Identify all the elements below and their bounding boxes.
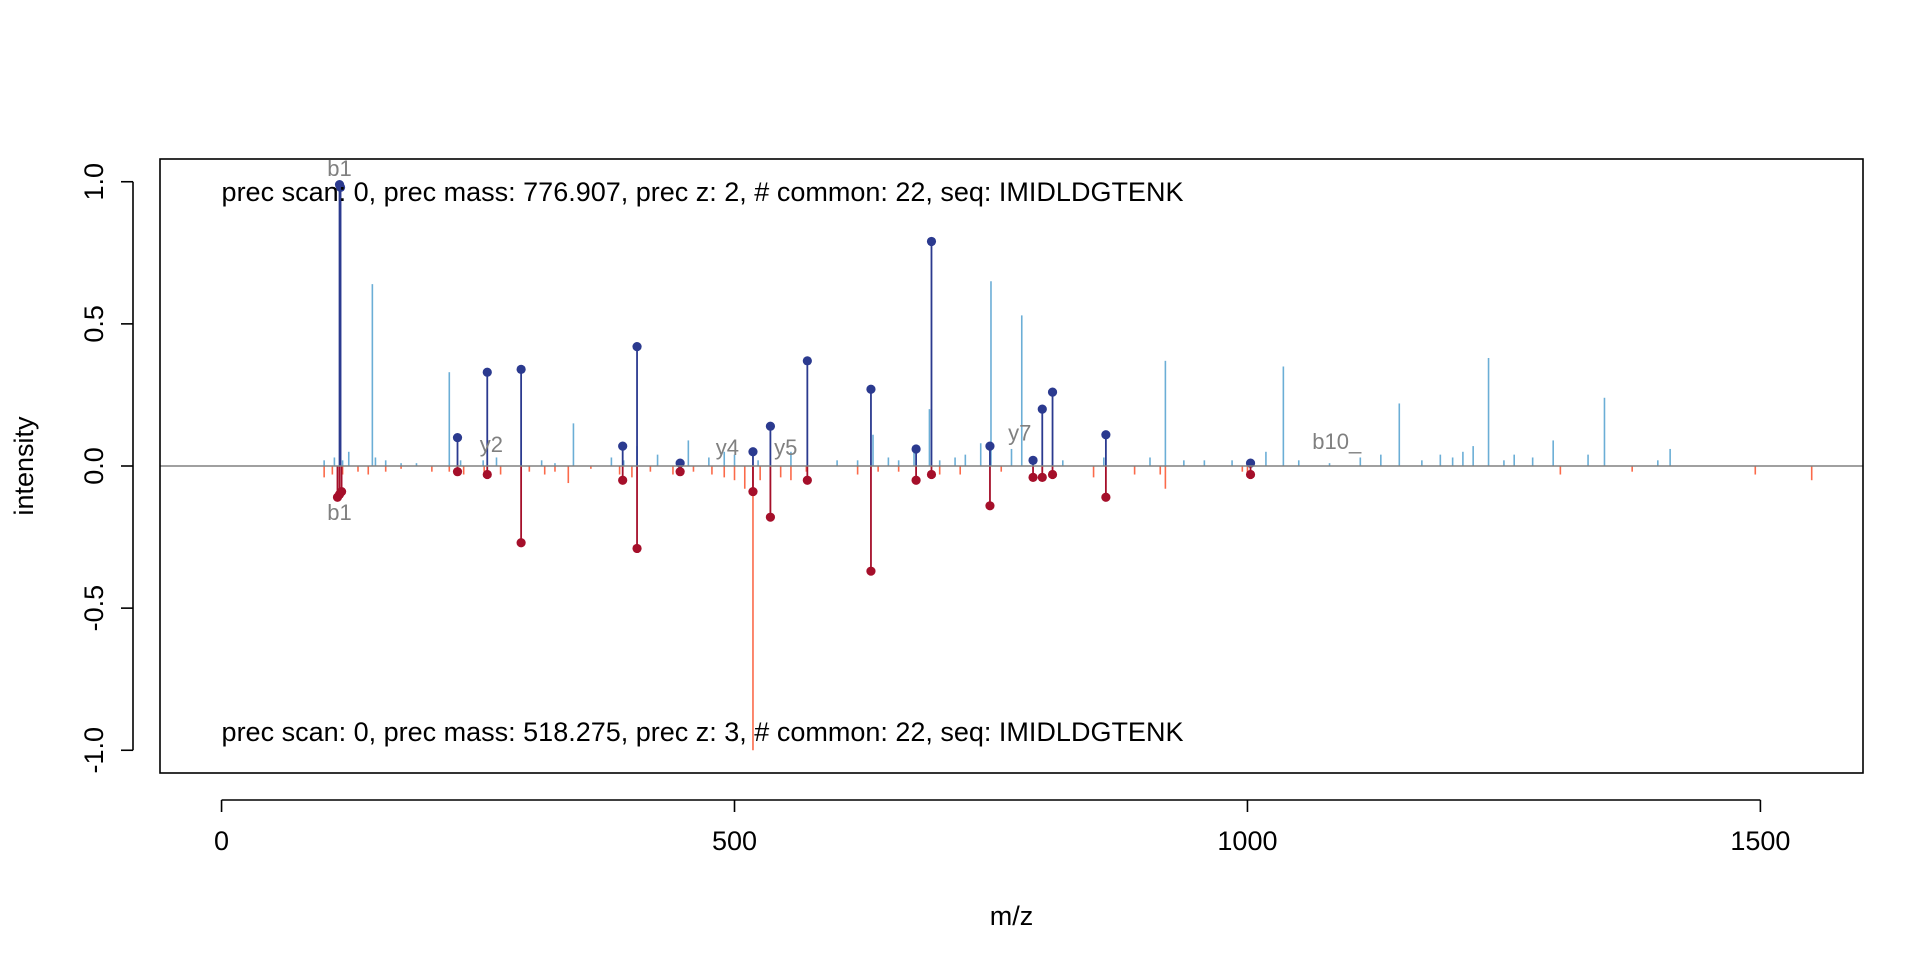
bottom-matched-point: [1245, 469, 1256, 480]
top-matched-point: [802, 356, 812, 366]
ion-label: y4: [716, 435, 739, 460]
peaks-layer: [323, 281, 1813, 751]
bottom-matched-point: [911, 475, 921, 485]
y-tick-label: -0.5: [79, 585, 109, 632]
top-matched-point: [452, 432, 463, 443]
bottom-matched-point: [1028, 472, 1038, 482]
top-annotation: prec scan: 0, prec mass: 776.907, prec z…: [222, 177, 1184, 207]
y-tick-label: 0.5: [79, 305, 109, 343]
top-matched-point: [866, 384, 876, 394]
bottom-matched-point: [765, 512, 776, 522]
x-tick-label: 0: [214, 826, 229, 856]
ion-label: b10_: [1312, 429, 1362, 454]
axes-layer: 0 500 1000 1500 m/z -1.0 -0.5 0.0 0.5 1.0 intensit…: [9, 158, 1864, 931]
bottom-matched-point: [516, 538, 526, 548]
top-matched-point: [911, 444, 921, 454]
bottom-matched-point: [482, 469, 492, 480]
top-matched-point: [748, 447, 758, 457]
y-tick-label: 1.0: [79, 163, 109, 201]
bottom-matched-point: [1047, 469, 1058, 480]
bottom-matched-point: [336, 486, 347, 497]
ion-label: y5: [774, 435, 797, 460]
bottom-matched-point: [985, 501, 995, 511]
bottom-matched-point: [926, 469, 937, 480]
bottom-matched-point: [748, 486, 758, 497]
x-tick-label: 1500: [1730, 826, 1790, 856]
bottom-matched-point: [1101, 492, 1111, 502]
y-tick-label: -1.0: [79, 727, 109, 774]
bottom-matched-point: [675, 467, 685, 477]
y-axis-label: intensity: [9, 416, 39, 516]
x-tick-label: 500: [712, 826, 757, 856]
ion-label: y7: [1008, 421, 1031, 446]
top-matched-point: [516, 364, 526, 374]
x-axis-label: m/z: [990, 901, 1034, 931]
top-matched-point: [985, 441, 995, 451]
top-matched-point: [482, 367, 492, 377]
y-tick-label: 0.0: [79, 447, 109, 485]
top-matched-point: [618, 441, 628, 451]
top-matched-point: [335, 182, 346, 193]
ion-label: b1: [327, 500, 351, 525]
bottom-annotation: prec scan: 0, prec mass: 518.275, prec z…: [222, 717, 1184, 747]
x-tick-label: 1000: [1217, 826, 1277, 856]
plot-frame: [159, 158, 1864, 774]
matched-layer: [160, 179, 1863, 576]
top-matched-point: [1037, 404, 1047, 414]
bottom-matched-point: [632, 543, 642, 554]
ion-label: b1: [327, 156, 351, 181]
top-matched-point: [1101, 430, 1111, 440]
top-matched-point: [926, 236, 937, 247]
ion-label: y2: [480, 432, 503, 457]
top-matched-point: [1047, 387, 1058, 397]
top-matched-point: [632, 342, 642, 352]
top-matched-point: [765, 421, 776, 431]
bottom-matched-point: [802, 475, 812, 485]
bottom-matched-point: [866, 566, 876, 576]
bottom-matched-point: [618, 475, 628, 485]
top-matched-point: [1028, 455, 1038, 465]
bottom-matched-point: [452, 467, 463, 477]
bottom-matched-point: [1037, 472, 1047, 482]
